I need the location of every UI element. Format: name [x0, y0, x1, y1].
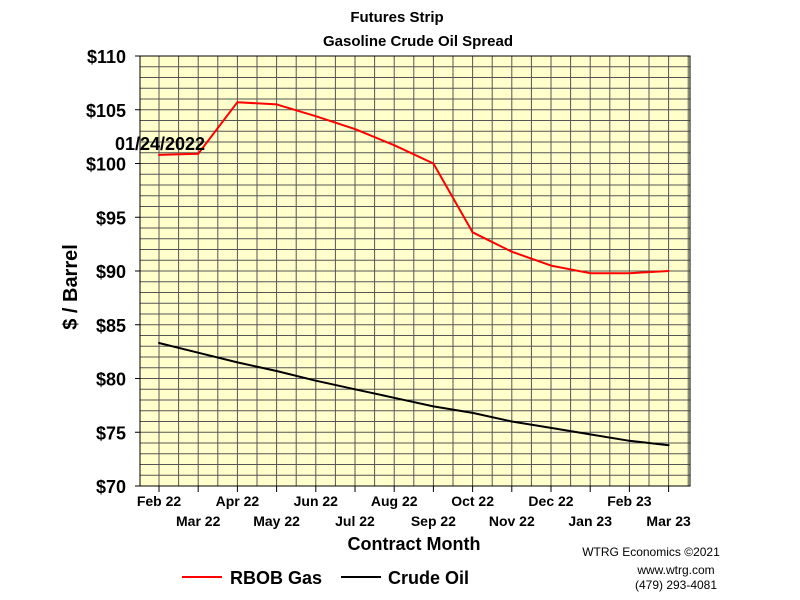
chart-subtitle: Gasoline Crude Oil Spread	[323, 33, 513, 50]
data-point-crude-oil	[589, 433, 592, 436]
x-tick-label: Jul 22	[335, 513, 375, 529]
legend-label-crude-oil: Crude Oil	[388, 568, 469, 588]
x-tick-label: Feb 22	[137, 493, 182, 509]
series-line-crude-oil	[158, 342, 669, 447]
data-point-rbob-gas	[393, 144, 396, 147]
x-tick-label: Dec 22	[528, 493, 573, 509]
data-point-crude-oil	[275, 369, 278, 372]
credit-block: WTRG Economics ©2021 www.wtrg.com (479) …	[582, 545, 720, 592]
data-point-rbob-gas	[550, 264, 552, 267]
y-tick-label: $110	[87, 47, 126, 67]
y-tick-label: $80	[96, 370, 126, 390]
data-point-rbob-gas	[197, 152, 200, 155]
data-point-rbob-gas	[589, 272, 592, 275]
data-point-rbob-gas	[667, 270, 670, 272]
data-point-crude-oil	[667, 444, 670, 447]
y-tick-label: $70	[96, 477, 126, 497]
plot-border	[139, 55, 691, 487]
x-tick-label: Jan 23	[568, 513, 612, 529]
data-point-rbob-gas	[432, 162, 435, 165]
x-tick-label: May 22	[253, 513, 300, 529]
chart-title: Futures Strip	[350, 9, 443, 26]
data-point-rbob-gas	[158, 153, 160, 156]
x-tick-label: Apr 22	[216, 493, 260, 509]
data-point-crude-oil	[197, 351, 200, 354]
data-point-rbob-gas	[354, 128, 356, 131]
credit-phone: (479) 293-4081	[635, 578, 717, 592]
data-point-crude-oil	[628, 439, 631, 442]
data-point-crude-oil	[550, 426, 552, 429]
x-tick-label: Oct 22	[451, 493, 494, 509]
credit-website: www.wtrg.com	[636, 563, 714, 577]
x-tick-label: Feb 23	[607, 493, 652, 509]
x-axis-ticks: Feb 22 Mar 22 Apr 22 May 22 Jun 22 Jul 22 Aug …	[137, 486, 691, 529]
data-point-crude-oil	[393, 396, 396, 399]
series-line-rbob-gas	[158, 101, 669, 275]
y-tick-label: $85	[96, 316, 126, 336]
data-point-crude-oil	[314, 379, 317, 382]
y-tick-label: $75	[96, 423, 126, 443]
data-point-rbob-gas	[510, 250, 513, 253]
y-tick-label: $105	[86, 101, 126, 121]
x-tick-label: Aug 22	[371, 493, 418, 509]
credit-company: WTRG Economics ©2021	[582, 545, 720, 559]
x-tick-label: Nov 22	[489, 513, 535, 529]
y-axis-ticks: $70 $75 $80 $85 $90 $95 $100 $105 $110	[86, 47, 140, 497]
data-point-crude-oil	[236, 361, 239, 364]
data-point-crude-oil	[510, 420, 513, 423]
x-tick-label: Mar 22	[176, 513, 221, 529]
x-tick-label: Jun 22	[294, 493, 339, 509]
date-annotation: 01/24/2022	[115, 134, 205, 154]
data-point-crude-oil	[354, 388, 356, 391]
grid	[140, 55, 690, 487]
data-point-rbob-gas	[275, 103, 278, 106]
data-point-crude-oil	[432, 405, 435, 408]
data-point-rbob-gas	[628, 272, 631, 275]
y-tick-label: $90	[96, 262, 126, 282]
series-layer	[158, 101, 670, 447]
legend-label-rbob-gas: RBOB Gas	[230, 568, 322, 588]
y-tick-label: $95	[96, 208, 126, 228]
x-tick-label: Sep 22	[411, 513, 456, 529]
data-point-rbob-gas	[236, 101, 239, 104]
x-tick-label: Mar 23	[646, 513, 691, 529]
data-point-crude-oil	[158, 342, 160, 345]
data-point-rbob-gas	[471, 231, 474, 234]
y-tick-label: $100	[86, 155, 126, 175]
legend: RBOB Gas Crude Oil	[182, 568, 469, 588]
y-axis-label: $ / Barrel	[60, 244, 82, 330]
x-axis-label: Contract Month	[348, 534, 481, 554]
data-point-crude-oil	[471, 411, 474, 414]
data-point-rbob-gas	[314, 115, 317, 118]
